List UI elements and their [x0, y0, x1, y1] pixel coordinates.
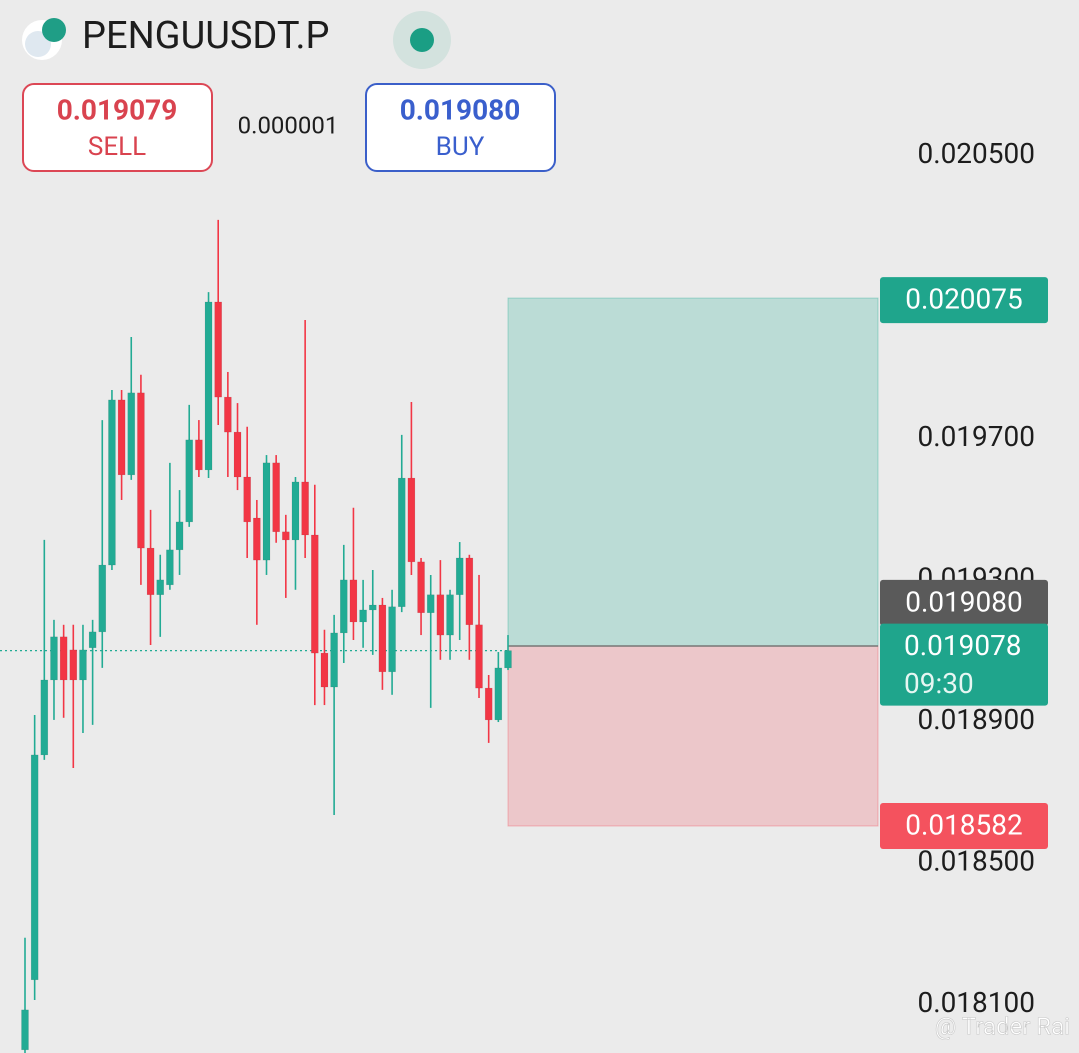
candle-body [436, 594, 445, 636]
last-price-box [880, 623, 1048, 706]
candle-body [117, 399, 126, 476]
candle-body [397, 477, 406, 608]
candle-body [204, 301, 213, 471]
candle-body [195, 439, 203, 471]
candle-body [175, 521, 184, 551]
candle-body [146, 547, 155, 595]
sell-button[interactable] [22, 83, 213, 172]
candle-body [272, 462, 280, 533]
candle-body [330, 632, 338, 688]
buy-button[interactable] [365, 83, 556, 172]
candle-body [349, 579, 358, 623]
loss-zone [507, 645, 879, 827]
candle-body [185, 439, 193, 523]
symbol[interactable]: PENGUUSDT.P [82, 14, 329, 58]
candle-body [79, 649, 87, 681]
sell-price: 0.019079 [57, 93, 178, 126]
y-tick-label: 0.019700 [917, 420, 1035, 453]
ask-label-box [880, 579, 1048, 626]
sell-label: SELL [88, 132, 146, 162]
y-tick-label: 0.020500 [917, 137, 1035, 170]
candle-body [282, 531, 290, 541]
candle-body [494, 667, 503, 721]
buy-price: 0.019080 [400, 93, 521, 126]
candle-body [407, 477, 416, 563]
plot [0, 219, 879, 1053]
candle-body [137, 392, 145, 549]
buy-label: BUY [436, 132, 485, 162]
candle-body [417, 561, 425, 614]
candle-body [465, 557, 474, 626]
last-price-label: 0.019078 [904, 629, 1022, 662]
candle-body [378, 604, 387, 673]
candle-body [40, 679, 49, 756]
candle-body [388, 606, 396, 673]
candle-body [291, 481, 300, 541]
candle-body [446, 594, 454, 636]
watermark: @ Trader Rai [935, 1012, 1070, 1040]
candle-body [455, 557, 464, 595]
countdown: 09:30 [904, 667, 974, 700]
candle-body [253, 517, 261, 561]
candle-body [224, 396, 232, 433]
status-dot [410, 28, 434, 52]
logo-badge [42, 18, 66, 42]
candle-body [311, 534, 319, 654]
candle-body [504, 650, 512, 669]
candle-body [262, 462, 271, 561]
candle-body [233, 431, 242, 478]
candle-body [243, 476, 251, 523]
stop-label: 0.018582 [905, 808, 1023, 841]
candle-body [369, 604, 377, 611]
candle-body [127, 392, 136, 476]
candle-body [59, 636, 68, 681]
spread: 0.000001 [238, 111, 339, 139]
candle-body [69, 649, 78, 681]
profit-zone [507, 297, 879, 647]
y-tick-label: 0.018500 [917, 844, 1035, 877]
stop-label-box [880, 802, 1048, 849]
candle-body [475, 624, 483, 689]
candle-body [21, 1009, 29, 1051]
candle-body [301, 481, 309, 536]
y-tick-label: 0.018900 [917, 703, 1035, 736]
candle-body [98, 564, 107, 633]
candle-body [426, 594, 435, 614]
target-label: 0.020075 [905, 282, 1023, 315]
header: PENGUUSDT.P 0.019079 SELL 0.000001 0.019… [22, 11, 556, 172]
candle-body [484, 687, 493, 721]
candle-body [30, 754, 39, 981]
candle-body [166, 549, 174, 586]
candle-body [88, 631, 97, 649]
candle-body [156, 579, 164, 595]
target-label-box [880, 277, 1048, 324]
ask-label: 0.019080 [905, 585, 1023, 618]
logo-penguin [25, 31, 51, 57]
candle-body [50, 636, 58, 681]
candle-body [214, 301, 222, 398]
candle-body [320, 652, 329, 688]
candle-body [340, 579, 348, 634]
candle-body [108, 399, 116, 566]
candle-body [359, 609, 367, 623]
y-tick-label: 0.018100 [917, 986, 1035, 1019]
price-labels: 0.020075 0.018582 0.019080 0.019078 09:30 [880, 277, 1048, 849]
